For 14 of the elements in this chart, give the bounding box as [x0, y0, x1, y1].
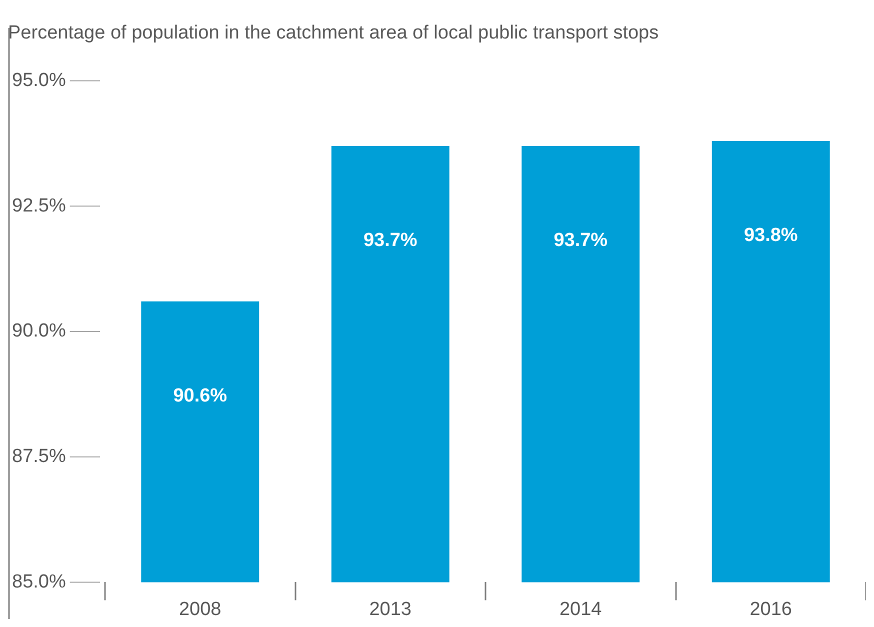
y-tick-label: 95.0% [12, 70, 66, 92]
data-label: 93.8% [744, 225, 798, 246]
chart-title: Percentage of population in the catchment area of local public transport stops [8, 22, 659, 44]
data-label: 93.7% [554, 230, 608, 252]
y-tick-label: 85.0% [12, 571, 66, 592]
y-tick-label: 92.5% [12, 195, 66, 216]
x-tick-label: 2013 [369, 598, 412, 620]
x-tick-label: 2008 [178, 598, 222, 620]
x-tick-label: 2016 [750, 598, 792, 620]
y-tick-label: 87.5% [12, 446, 66, 468]
data-label: 90.6% [173, 386, 228, 407]
data-label: 93.7% [363, 230, 418, 252]
y-tick-label: 90.0% [12, 320, 66, 342]
x-tick-label: 2014 [559, 598, 602, 620]
